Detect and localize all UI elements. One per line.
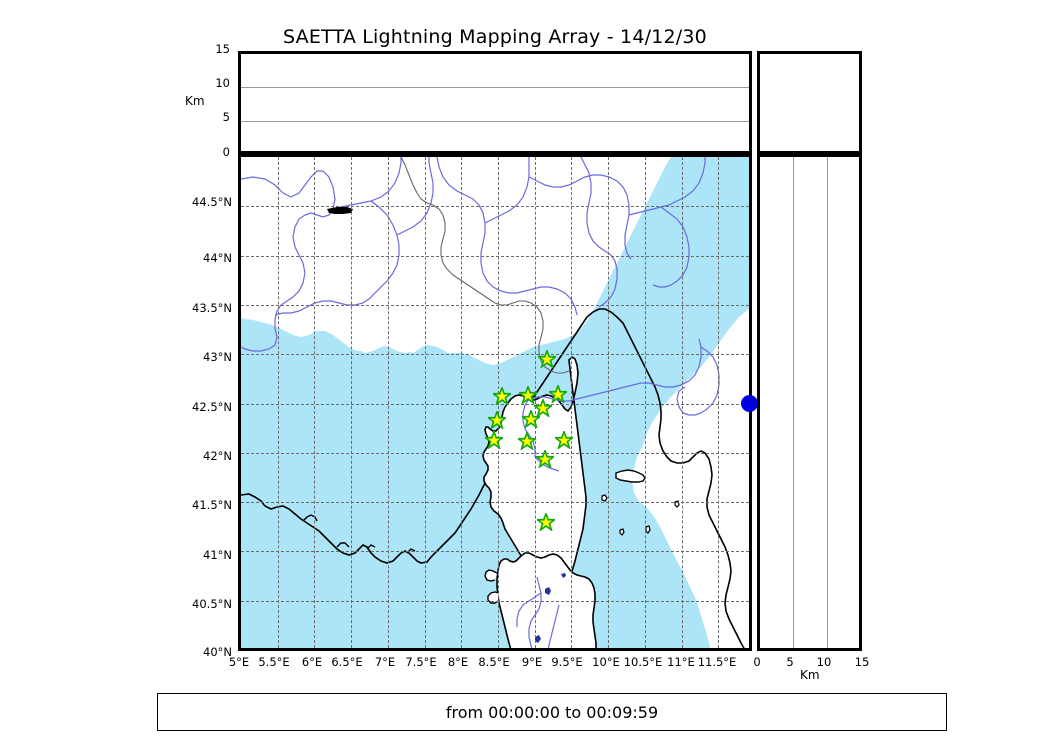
ytick-42N: 42°N [203, 449, 232, 463]
gridline-km-10 [827, 157, 828, 648]
xtick-right-15: 15 [854, 655, 870, 669]
station-marker[interactable] [515, 430, 539, 451]
xtick-8E: 8°E [447, 655, 469, 669]
ytick-43N: 43°N [203, 350, 232, 364]
xtick-right-10: 10 [816, 655, 832, 669]
gridline-lat-42 [241, 452, 749, 454]
gridline-lon-10 [608, 157, 610, 648]
xtick-5E: 5°E [228, 655, 250, 669]
island-capraia [601, 494, 608, 502]
page-title: SAETTA Lightning Mapping Array - 14/12/3… [283, 26, 707, 48]
map-geometry [241, 157, 749, 648]
gridline-lon-6.5 [351, 157, 353, 648]
ytick-41N: 41°N [203, 548, 232, 562]
ytick-40N: 40°N [203, 645, 232, 659]
xtick-10E: 10°E [592, 655, 620, 669]
ytick-41.5N: 41.5°N [192, 498, 232, 512]
gridline-lat-43 [241, 354, 749, 356]
ytick-top-15: 15 [215, 42, 230, 56]
time-range-box: from 00:00:00 to 00:09:59 [157, 693, 947, 731]
station-marker[interactable] [490, 385, 514, 406]
gridline-km-5 [793, 157, 794, 648]
station-marker[interactable] [535, 348, 559, 369]
lake-geneva [327, 207, 353, 214]
gridline-lon-11 [681, 157, 683, 648]
station-marker[interactable] [531, 397, 555, 418]
island-elba [615, 469, 646, 483]
borders-layer [400, 157, 570, 374]
lake-sardinia-2 [535, 635, 541, 643]
ytick-top-0: 0 [222, 145, 230, 159]
xtick-right-0: 0 [753, 655, 761, 669]
gridline-lon-11.5 [718, 157, 720, 648]
island-pianosa [619, 528, 625, 536]
time-range-text: from 00:00:00 to 00:09:59 [445, 702, 659, 722]
xtick-9E: 9°E [521, 655, 543, 669]
xtick-7E: 7°E [374, 655, 396, 669]
gridline-lon-6 [314, 157, 316, 648]
ytick-44.5N: 44.5°N [192, 195, 232, 209]
ytick-42.5N: 42.5°N [192, 400, 232, 414]
gridline-alt-5 [241, 121, 749, 122]
sardinia-detail [484, 569, 500, 604]
lake-sardinia-1 [545, 587, 551, 595]
gridline-lat-43.5 [241, 304, 749, 306]
gridline-lat-41 [241, 551, 749, 553]
xtick-6E: 6°E [301, 655, 323, 669]
corsica-land [482, 355, 587, 588]
gridline-lon-5.5 [277, 157, 279, 648]
xtick-7.5E: 7.5°E [405, 655, 437, 669]
coastline-italy [586, 308, 745, 648]
coastline-france-detail [302, 514, 416, 554]
gridline-lon-9.5 [571, 157, 573, 648]
gridline-lat-44 [241, 255, 749, 257]
ytick-43.5N: 43.5°N [192, 301, 232, 315]
panel-altitude-vs-longitude[interactable] [238, 51, 752, 154]
xtick-8.5E: 8.5°E [478, 655, 510, 669]
xlabel-right-km: Km [800, 668, 820, 682]
gridline-lon-9 [534, 157, 536, 648]
xtick-11E: 11°E [667, 655, 695, 669]
gridline-lat-42.5 [241, 403, 749, 405]
station-marker[interactable] [546, 383, 570, 404]
lake-corsica [561, 573, 566, 578]
vhf-source-marker[interactable] [740, 394, 758, 412]
xtick-10.5E: 10.5°E [623, 655, 663, 669]
xtick-9.5E: 9.5°E [551, 655, 583, 669]
panel-altitude-vs-latitude[interactable] [757, 154, 862, 651]
xtick-5.5E: 5.5°E [258, 655, 290, 669]
station-marker[interactable] [519, 408, 543, 429]
ytick-top-10: 10 [215, 76, 230, 90]
gridline-lon-10.5 [644, 157, 646, 648]
gridline-lat-40.5 [241, 600, 749, 602]
xtick-6.5E: 6.5°E [331, 655, 363, 669]
ytick-top-5: 5 [222, 110, 230, 124]
panel-main-map[interactable] [238, 154, 758, 651]
station-marker[interactable] [552, 429, 576, 450]
gridline-alt-10 [241, 87, 749, 88]
gridline-lon-7.5 [424, 157, 426, 648]
gridline-lon-8 [461, 157, 463, 648]
island-montecristo [645, 525, 651, 534]
station-marker[interactable] [533, 448, 557, 469]
gridline-lat-44.5 [241, 206, 749, 208]
map-canvas [241, 157, 749, 648]
ylabel-top-km: Km [185, 94, 205, 108]
gridline-lon-7 [387, 157, 389, 648]
station-marker[interactable] [516, 384, 540, 405]
xtick-right-5: 5 [786, 655, 794, 669]
station-marker[interactable] [485, 409, 509, 430]
station-marker[interactable] [534, 511, 558, 532]
xtick-11.5E: 11.5°E [697, 655, 737, 669]
gridline-lat-41.5 [241, 502, 749, 504]
ytick-40.5N: 40.5°N [192, 597, 232, 611]
ytick-44N: 44°N [203, 251, 232, 265]
panel-empty-corner[interactable] [757, 51, 862, 154]
station-marker[interactable] [482, 429, 506, 450]
